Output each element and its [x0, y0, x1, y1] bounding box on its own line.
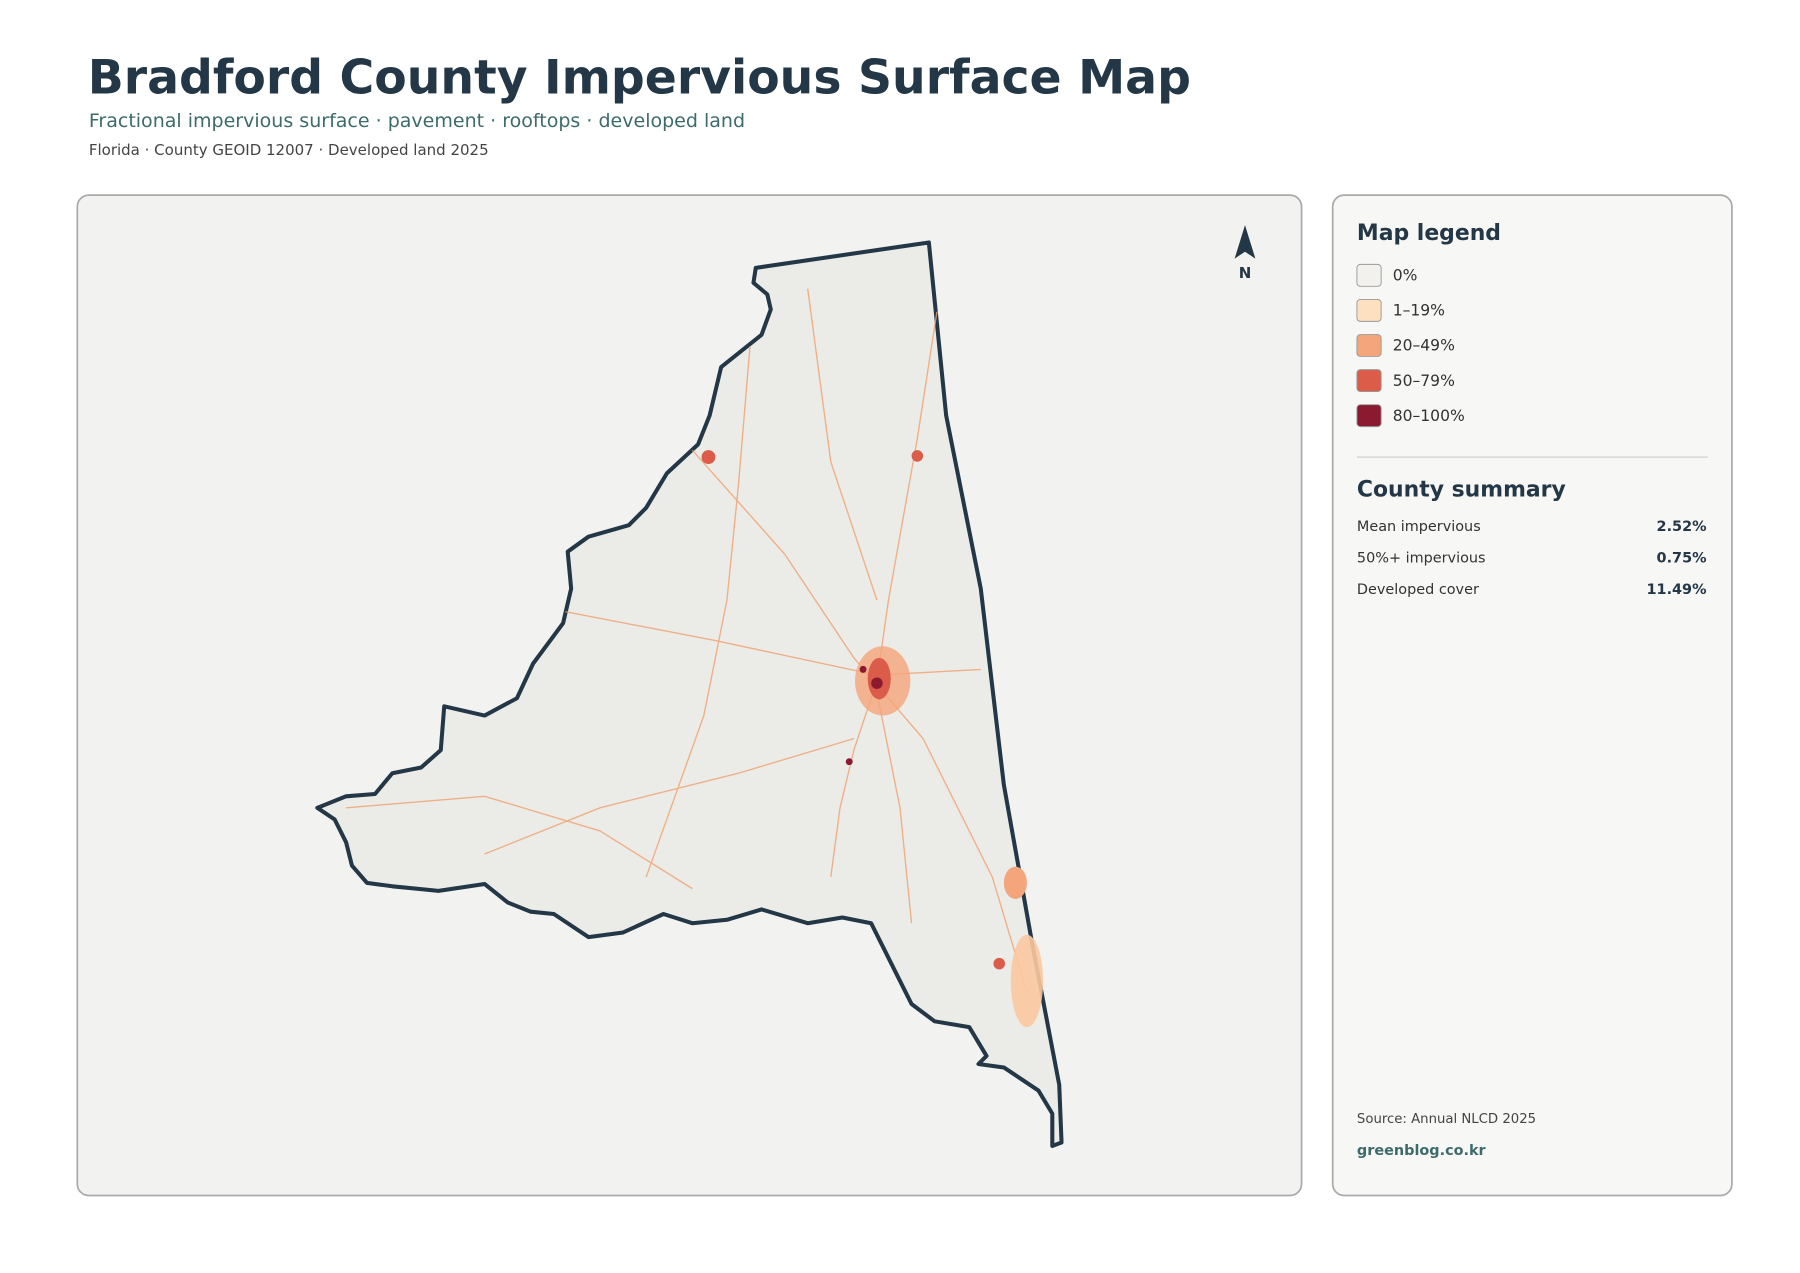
legend-title: Map legend [1357, 221, 1501, 246]
legend-panel [1331, 194, 1733, 1197]
legend-swatch [1356, 404, 1382, 428]
summary-value: 2.52% [1657, 519, 1707, 535]
legend-swatch [1356, 298, 1382, 322]
summary-value: 0.75% [1657, 550, 1707, 566]
meta: Florida · County GEOID 12007 · Developed… [89, 141, 489, 159]
legend-swatch [1356, 369, 1382, 393]
legend-label: 20–49% [1393, 337, 1455, 355]
county-boundary [315, 240, 1064, 1148]
summary-label: Mean impervious [1357, 519, 1481, 535]
summary-value: 11.49% [1647, 582, 1707, 598]
summary-title: County summary [1357, 477, 1566, 502]
legend-swatch [1356, 334, 1382, 357]
title: Bradford County Impervious Surface Map [88, 51, 1191, 106]
summary: Mean impervious 2.52% 50%+ impervious 0.75%… [1357, 519, 1707, 598]
subtitle: Fractional impervious surface · pavement… [89, 110, 745, 132]
map: N [315, 225, 1256, 1148]
urban-areas [701, 450, 1044, 1028]
north-arrow [1234, 225, 1256, 259]
north-label: N [1239, 264, 1252, 282]
legend-swatch [1356, 263, 1382, 287]
legend-label: 0% [1393, 267, 1418, 285]
credit: greenblog.co.kr [1357, 1143, 1487, 1159]
legend-label: 80–100% [1393, 407, 1465, 425]
summary-label: Developed cover [1357, 582, 1479, 598]
legend: 0% 1–19% 20–49% 50–79% 80–100% [1356, 263, 1465, 428]
source: Source: Annual NLCD 2025 [1357, 1112, 1536, 1127]
summary-label: 50%+ impervious [1357, 550, 1486, 566]
legend-label: 1–19% [1393, 302, 1445, 320]
legend-label: 50–79% [1393, 372, 1455, 390]
